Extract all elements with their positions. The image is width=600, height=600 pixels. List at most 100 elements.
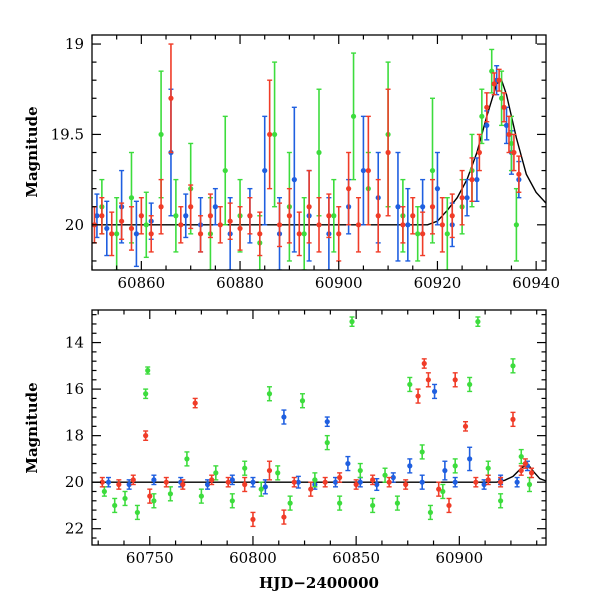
data-point: [403, 481, 409, 488]
data-point: [167, 491, 174, 497]
data-point: [407, 463, 413, 469]
series-1: [101, 316, 533, 521]
data-point: [204, 481, 211, 488]
data-point: [415, 231, 421, 237]
data-point: [116, 481, 122, 488]
y-tick-label: 20: [65, 473, 84, 491]
data-point: [484, 122, 490, 128]
data-point: [444, 231, 450, 237]
data-point: [242, 465, 248, 471]
data-point: [316, 149, 322, 156]
data-point: [365, 167, 371, 174]
data-point: [360, 167, 367, 174]
data-point: [518, 467, 524, 474]
data-point: [183, 213, 189, 219]
data-point: [350, 113, 357, 119]
data-point: [452, 463, 458, 469]
data-point: [331, 213, 337, 219]
data-point: [496, 77, 502, 83]
data-point: [173, 213, 179, 219]
data-point: [324, 440, 330, 446]
series-0: [94, 65, 522, 270]
data-point: [308, 486, 314, 492]
data-point: [469, 177, 475, 183]
data-point: [421, 360, 427, 367]
data-point: [112, 502, 118, 509]
data-point: [312, 477, 318, 483]
top-axis-ticks: 60860 60880 60900 60920 60940 19 19.5 20: [51, 35, 560, 292]
data-point: [355, 222, 362, 228]
top-plot-data: [92, 43, 546, 270]
data-point: [415, 393, 421, 399]
data-point: [247, 213, 253, 219]
data-point: [459, 195, 465, 201]
data-point: [99, 479, 105, 485]
data-point: [158, 204, 164, 210]
data-point: [151, 498, 157, 504]
data-point: [370, 477, 376, 483]
data-point: [420, 204, 426, 210]
data-point: [429, 204, 436, 210]
data-point: [145, 367, 151, 374]
data-point: [286, 213, 292, 219]
data-point: [337, 474, 343, 481]
data-point: [275, 470, 281, 476]
data-point: [390, 474, 396, 481]
data-point: [485, 465, 491, 471]
x-tick-label: 60860: [117, 274, 165, 292]
data-point: [188, 204, 194, 210]
data-point: [217, 222, 223, 228]
data-point: [147, 493, 153, 499]
data-point: [481, 481, 487, 488]
y-tick-label: 19.5: [51, 125, 84, 143]
y-tick-label: 22: [65, 520, 84, 538]
data-point: [419, 479, 425, 485]
data-point: [473, 479, 479, 485]
data-point: [434, 186, 441, 192]
data-point: [101, 488, 107, 495]
data-point: [349, 319, 355, 325]
data-point: [510, 416, 516, 422]
data-point: [271, 131, 278, 138]
data-point: [128, 225, 135, 232]
data-point: [114, 231, 120, 237]
data-point: [225, 479, 231, 485]
data-point: [213, 470, 219, 476]
data-point: [295, 479, 301, 485]
data-point: [420, 231, 426, 237]
x-tick-label: 60880: [216, 274, 264, 292]
data-point: [266, 391, 273, 397]
data-point: [440, 488, 446, 495]
data-point: [452, 479, 458, 485]
data-point: [405, 222, 411, 228]
data-point: [104, 225, 110, 232]
data-point: [332, 479, 339, 485]
data-point: [198, 493, 204, 499]
data-point: [180, 481, 186, 488]
data-point: [370, 502, 376, 509]
data-point: [467, 381, 473, 388]
series-2: [99, 358, 535, 528]
data-point: [143, 222, 149, 228]
data-point: [143, 391, 149, 397]
data-point: [511, 149, 517, 156]
data-point: [410, 213, 416, 219]
x-tick-label: 60800: [229, 549, 277, 567]
data-point: [197, 231, 204, 237]
data-point: [394, 500, 401, 506]
data-point: [242, 481, 248, 488]
data-point: [345, 460, 351, 467]
data-point: [262, 484, 268, 490]
data-point: [222, 167, 228, 174]
series-1: [99, 48, 519, 270]
data-point: [122, 495, 128, 502]
data-point: [337, 500, 343, 506]
data-point: [151, 477, 157, 483]
bottom-axis-ticks: 60750 60800 60850 60900 14 16 18 20 22: [65, 310, 546, 567]
data-point: [126, 481, 132, 488]
data-point: [407, 381, 413, 388]
data-point: [429, 167, 436, 174]
data-point: [462, 423, 469, 429]
data-point: [382, 472, 388, 478]
